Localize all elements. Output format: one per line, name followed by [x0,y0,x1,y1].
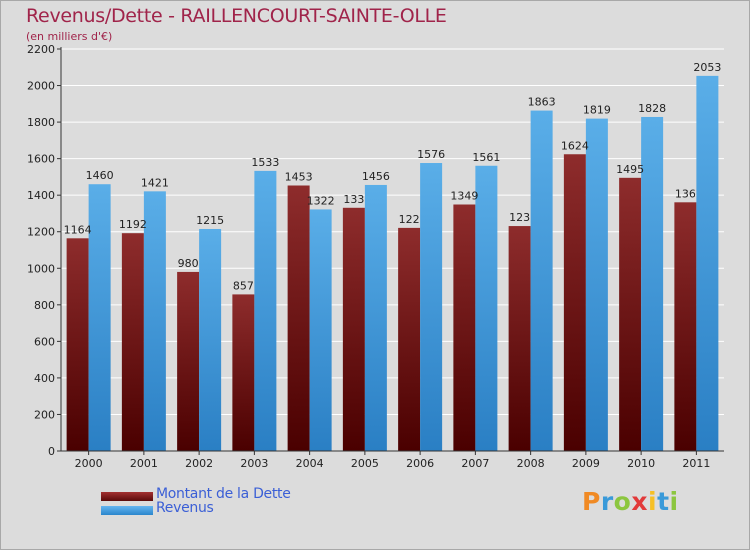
data-label-dette: 133 [343,193,364,206]
bar-revenus [530,110,553,451]
proxiti-logo: Proxiti [582,487,679,516]
y-tick-label: 0 [48,445,55,458]
data-label-revenus: 1456 [362,170,390,183]
data-label-revenus: 1863 [528,96,556,109]
x-tick-label: 2007 [461,457,489,470]
y-tick-label: 1600 [27,153,55,166]
x-tick-label: 2002 [185,457,213,470]
data-label-revenus: 1322 [307,194,335,207]
bar-dette [453,204,476,451]
bar-dette [177,271,200,451]
bar-dette [232,294,255,451]
data-label-dette: 1453 [285,170,313,183]
bar-dette [619,177,642,451]
y-tick-label: 400 [34,372,55,385]
data-label-dette: 123 [509,211,530,224]
logo-letter: t [657,487,670,516]
x-tick-label: 2001 [130,457,158,470]
logo-letter: i [669,487,679,516]
data-label-dette: 1349 [450,190,478,203]
data-label-dette: 1624 [561,139,589,152]
bar-revenus [585,118,608,452]
x-tick-label: 2010 [627,457,655,470]
bar-revenus [696,75,719,452]
bar-dette [121,233,144,451]
data-label-revenus: 1421 [141,176,169,189]
logo-letter: i [648,487,658,516]
data-label-dette: 1192 [119,218,147,231]
data-label-dette: 980 [178,257,199,270]
x-tick-label: 2005 [351,457,379,470]
y-tick-label: 2000 [27,80,55,93]
chart-subtitle: (en milliers d'€) [26,30,113,43]
bar-revenus [143,191,166,451]
data-label-revenus: 1828 [638,102,666,115]
y-tick-label: 1800 [27,116,55,129]
bar-dette [66,238,89,451]
data-label-revenus: 1576 [417,148,445,161]
x-tick-label: 2008 [517,457,545,470]
x-tick-label: 2003 [240,457,268,470]
y-tick-label: 1200 [27,226,55,239]
bar-dette [563,154,586,451]
chart-title: Revenus/Dette - RAILLENCOURT-SAINTE-OLLE [26,5,447,27]
bar-revenus [199,228,222,451]
data-label-revenus: 1460 [86,169,114,182]
data-label-revenus: 1533 [251,156,279,169]
bar-dette [287,185,310,452]
data-label-dette: 136 [675,187,696,200]
bar-dette [398,227,421,451]
y-tick-label: 1000 [27,262,55,275]
bar-revenus [88,184,111,451]
bar-dette [508,226,531,451]
legend-label-revenus: Revenus [156,500,214,516]
x-tick-label: 2009 [572,457,600,470]
bar-revenus [475,165,498,451]
x-tick-label: 2004 [296,457,324,470]
logo-letter: o [613,487,632,516]
y-tick-label: 1400 [27,189,55,202]
bar-revenus [420,163,443,451]
y-tick-label: 800 [34,299,55,312]
bar-revenus [364,184,387,451]
data-label-dette: 857 [233,279,254,292]
data-label-revenus: 1215 [196,214,224,227]
bar-dette [674,202,697,451]
y-tick-label: 200 [34,408,55,421]
legend-label-dette: Montant de la Dette [156,486,291,502]
logo-letter: r [600,487,614,516]
data-label-revenus: 2053 [693,61,721,74]
legend-swatch-revenus [101,506,153,515]
legend-swatch-dette [101,492,153,501]
data-label-revenus: 1819 [583,104,611,117]
y-tick-label: 2200 [27,43,55,56]
x-tick-label: 2000 [75,457,103,470]
logo-letter: P [582,487,601,516]
bar-revenus [641,116,664,451]
data-label-dette: 1164 [64,223,92,236]
data-label-dette: 1495 [616,163,644,176]
bar-revenus [254,170,277,451]
logo-letter: x [631,487,648,516]
x-tick-label: 2011 [682,457,710,470]
bar-dette [342,207,365,451]
y-tick-label: 600 [34,335,55,348]
data-label-dette: 122 [399,213,420,226]
data-label-revenus: 1561 [472,151,500,164]
x-tick-label: 2006 [406,457,434,470]
bar-revenus [309,209,332,451]
